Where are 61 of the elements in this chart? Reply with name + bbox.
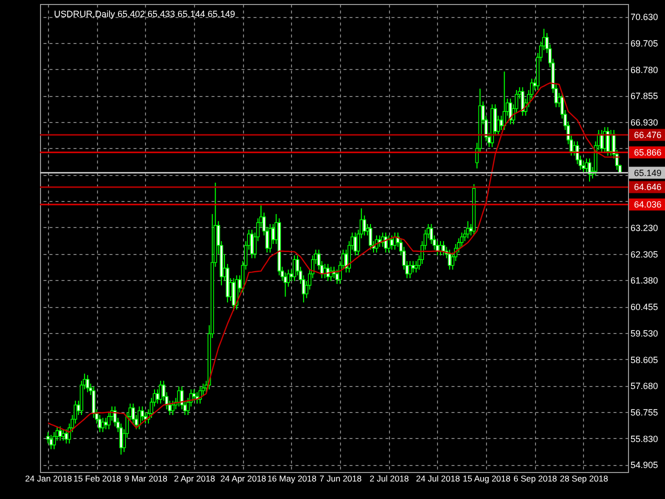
x-tick-label: 16 May 2018 xyxy=(267,474,317,484)
y-tick-label: 69.705 xyxy=(630,38,658,48)
x-tick-label: 24 Jan 2018 xyxy=(25,474,72,484)
y-tick-label: 66.930 xyxy=(630,118,658,128)
y-tick-label: 58.605 xyxy=(630,354,658,365)
y-tick-label: 59.530 xyxy=(630,328,658,338)
candlestick xyxy=(520,86,524,116)
ref-line-label: 66.476 xyxy=(634,130,662,140)
candlestick xyxy=(64,428,68,444)
x-tick-label: 6 Sep 2018 xyxy=(514,474,558,484)
y-tick-label: 61.380 xyxy=(630,276,658,286)
x-tick-label: 2 Jul 2018 xyxy=(370,474,410,484)
candlestick xyxy=(62,428,65,442)
candlestick xyxy=(390,234,394,250)
text: USDRUR,Daily 65.402 65.433 65.144 65.149 xyxy=(54,9,236,19)
x-tick-label: 24 Jul 2018 xyxy=(416,474,460,484)
x-tick-label: 15 Feb 2018 xyxy=(73,474,122,484)
candlestick xyxy=(140,406,144,422)
candlestick xyxy=(101,417,104,433)
candlestick xyxy=(58,426,62,442)
ref-line-label: 65.866 xyxy=(634,147,662,158)
x-tick-label: 24 Apr 2018 xyxy=(220,474,266,484)
candlestick xyxy=(408,260,412,279)
y-tick-label: 70.630 xyxy=(630,12,658,22)
candlestick xyxy=(52,432,56,450)
candlestick xyxy=(335,269,339,284)
y-tick-label: 63.230 xyxy=(630,222,658,233)
ref-line-label: 64.036 xyxy=(634,199,662,210)
candlestick xyxy=(508,98,512,125)
x-tick-label: 28 Sep 2018 xyxy=(560,474,608,484)
candlestick xyxy=(502,71,506,130)
candlestick xyxy=(171,400,174,416)
ref-line-label: 65.149 xyxy=(634,168,662,178)
candlestick xyxy=(49,434,53,450)
candlestick xyxy=(138,406,142,430)
x-tick-label: 15 Aug 2018 xyxy=(462,474,511,484)
ref-line-label: 64.646 xyxy=(634,182,662,192)
candlestick xyxy=(104,417,108,430)
candlestick xyxy=(466,220,470,239)
candlestick xyxy=(500,115,504,130)
candlestick xyxy=(158,380,162,404)
candlestick xyxy=(362,214,366,236)
candlestick xyxy=(584,158,588,174)
candlestick xyxy=(192,388,196,402)
y-tick-label: 68.780 xyxy=(630,64,658,75)
y-tick-label: 57.680 xyxy=(630,381,658,392)
y-tick-label: 55.830 xyxy=(630,434,658,444)
y-tick-label: 54.905 xyxy=(630,460,658,470)
candlestick xyxy=(156,388,160,404)
candlestick xyxy=(86,374,90,393)
x-tick-label: 9 Mar 2018 xyxy=(124,474,168,484)
y-tick-label: 62.305 xyxy=(630,249,658,260)
candlestick xyxy=(268,224,272,254)
y-tick-label: 56.755 xyxy=(630,408,658,418)
candlestick xyxy=(250,229,254,259)
candlestick xyxy=(368,224,372,250)
x-tick-label: 2 Apr 2018 xyxy=(174,474,216,484)
candlestick xyxy=(448,249,452,270)
x-tick-label: 7 Jun 2018 xyxy=(320,474,362,484)
y-tick-label: 67.855 xyxy=(630,91,658,102)
y-tick-label: 60.455 xyxy=(630,302,658,312)
